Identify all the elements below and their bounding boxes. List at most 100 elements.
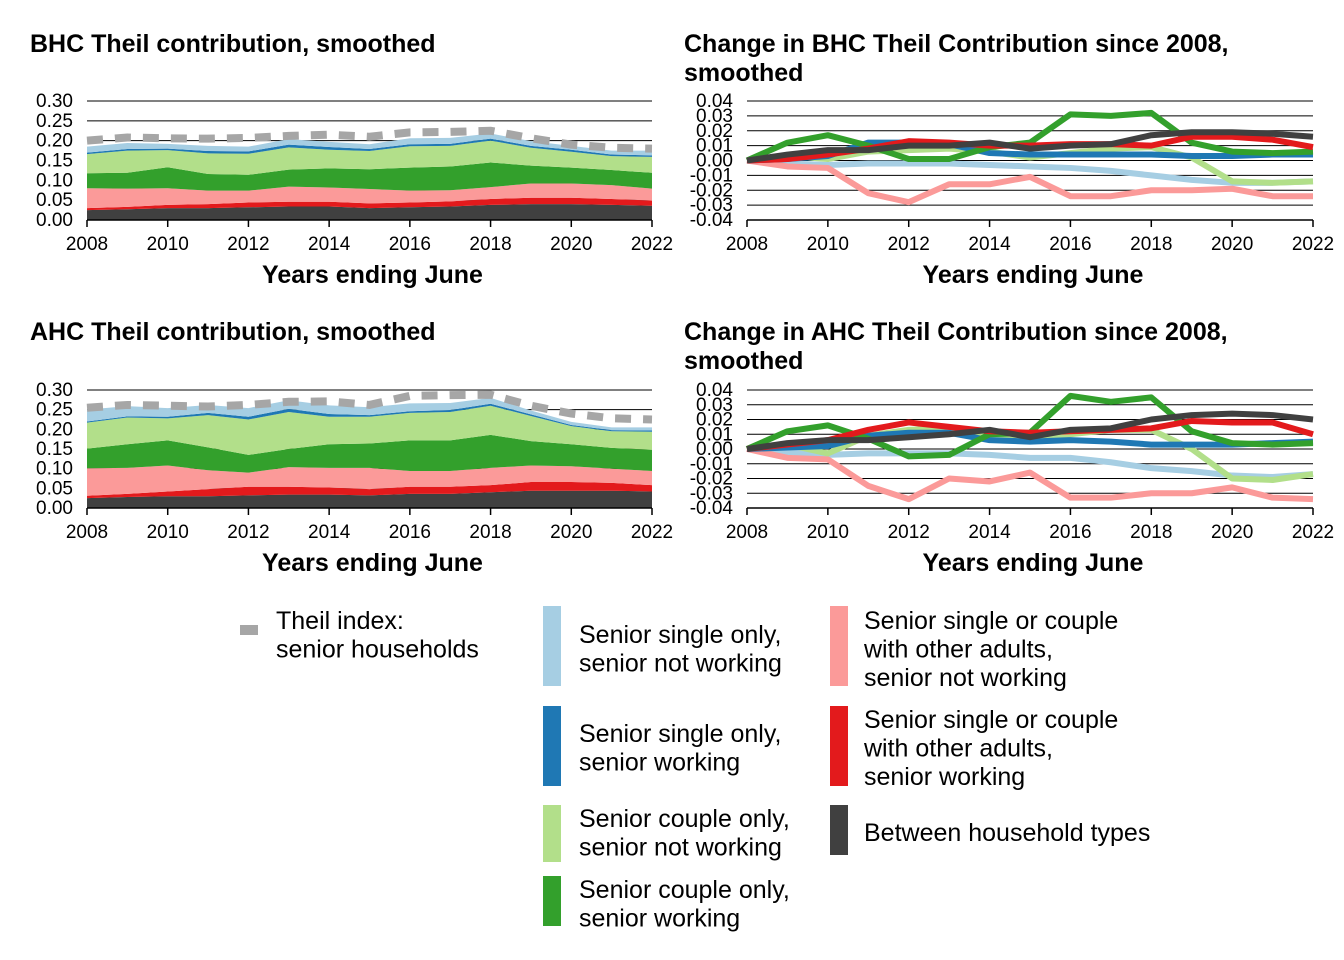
chart-title: BHC Theil contribution, smoothed bbox=[30, 30, 436, 58]
area-other-working bbox=[87, 482, 652, 499]
y-tick-label: -0.03 bbox=[690, 483, 733, 504]
legend-item-between: Between household types bbox=[830, 805, 1150, 855]
area-between bbox=[87, 490, 652, 508]
y-tick-label: 0.03 bbox=[696, 106, 733, 127]
area-couple-working bbox=[87, 162, 652, 191]
line-between bbox=[746, 129, 1314, 164]
x-tick-label: 2008 bbox=[66, 234, 108, 255]
y-tick-label: 0.05 bbox=[36, 190, 73, 211]
x-axis-label: Years ending June bbox=[262, 261, 483, 289]
y-tick-label: -0.03 bbox=[690, 195, 733, 216]
y-tick-label: 0.15 bbox=[36, 151, 73, 172]
y-tick-label: 0.20 bbox=[36, 131, 73, 152]
y-tick-label: 0.00 bbox=[696, 439, 733, 460]
legend-swatch bbox=[830, 606, 848, 686]
y-tick-label: 0.10 bbox=[36, 459, 73, 480]
x-tick-label: 2020 bbox=[550, 234, 592, 255]
legend-label: Between household types bbox=[864, 819, 1150, 847]
x-tick-label: 2022 bbox=[1292, 234, 1334, 255]
x-tick-label: 2014 bbox=[968, 234, 1011, 255]
area-couple-not-working bbox=[87, 140, 652, 175]
chart-title: Change in AHC Theil Contribution since 2… bbox=[684, 318, 1228, 346]
y-tick-label: 0.00 bbox=[36, 210, 73, 231]
x-axis-label: Years ending June bbox=[923, 261, 1144, 289]
y-tick-label: 0.00 bbox=[36, 498, 73, 519]
y-tick-label: 0.30 bbox=[36, 380, 73, 401]
y-tick-label: 0.04 bbox=[696, 380, 733, 401]
legend-swatch bbox=[830, 805, 848, 855]
chart-panel-3: AHC Theil contribution, smoothed 0.000.05… bbox=[30, 318, 673, 577]
area-single-not-working bbox=[87, 397, 652, 431]
x-tick-label: 2018 bbox=[469, 234, 511, 255]
y-tick-label: 0.02 bbox=[696, 121, 733, 142]
line-other-not-working bbox=[746, 157, 1313, 206]
legend-swatch bbox=[830, 706, 848, 786]
x-tick-label: 2016 bbox=[389, 234, 431, 255]
chart-title: AHC Theil contribution, smoothed bbox=[30, 318, 436, 346]
x-tick-label: 2010 bbox=[807, 234, 849, 255]
legend-label: with other adults, bbox=[863, 636, 1053, 664]
line-other-not-working bbox=[746, 446, 1314, 503]
x-tick-label: 2014 bbox=[968, 522, 1011, 543]
legend-swatch bbox=[240, 625, 258, 635]
chart-panel-1: BHC Theil contribution, smoothed 0.000.05… bbox=[30, 30, 673, 289]
x-tick-label: 2008 bbox=[726, 522, 768, 543]
x-tick-label: 2014 bbox=[308, 522, 351, 543]
line-between bbox=[746, 410, 1314, 452]
legend-item-theil: Theil index:senior households bbox=[240, 607, 479, 664]
legend-swatch bbox=[543, 805, 561, 862]
chart-title: smoothed bbox=[684, 59, 803, 87]
x-tick-label: 2018 bbox=[469, 522, 511, 543]
legend-label: with other adults, bbox=[863, 735, 1053, 763]
x-tick-label: 2012 bbox=[227, 234, 269, 255]
x-axis-label: Years ending June bbox=[262, 549, 483, 577]
x-tick-label: 2012 bbox=[888, 234, 930, 255]
area-couple-not-working bbox=[87, 405, 652, 455]
x-tick-label: 2008 bbox=[726, 234, 768, 255]
y-tick-label: -0.01 bbox=[690, 165, 733, 186]
y-tick-label: -0.04 bbox=[690, 498, 734, 519]
area-single-working bbox=[87, 138, 652, 157]
x-tick-label: 2018 bbox=[1130, 234, 1172, 255]
y-tick-label: 0.03 bbox=[696, 395, 733, 416]
x-tick-label: 2022 bbox=[631, 234, 673, 255]
area-single-working bbox=[87, 403, 652, 432]
y-tick-label: 0.01 bbox=[696, 424, 733, 445]
y-tick-label: 0.04 bbox=[696, 91, 733, 112]
x-tick-label: 2016 bbox=[1049, 234, 1091, 255]
x-tick-label: 2012 bbox=[888, 522, 930, 543]
x-tick-label: 2010 bbox=[147, 522, 189, 543]
y-tick-label: -0.02 bbox=[690, 180, 733, 201]
x-tick-label: 2020 bbox=[1211, 234, 1253, 255]
area-single-not-working bbox=[87, 133, 652, 156]
x-tick-label: 2016 bbox=[389, 522, 431, 543]
legend-label: senior households bbox=[276, 636, 479, 664]
legend-label: senior not working bbox=[579, 650, 782, 678]
line-single-not-working bbox=[746, 446, 1314, 481]
y-tick-label: 0.30 bbox=[36, 91, 73, 112]
y-tick-label: 0.15 bbox=[36, 439, 73, 460]
x-tick-label: 2016 bbox=[1049, 522, 1091, 543]
y-tick-label: 0.05 bbox=[36, 478, 73, 499]
legend-swatch bbox=[543, 606, 561, 686]
theil-index-line bbox=[86, 390, 653, 424]
legend-swatch bbox=[543, 876, 561, 926]
x-tick-label: 2018 bbox=[1130, 522, 1172, 543]
x-axis-label: Years ending June bbox=[923, 549, 1144, 577]
y-tick-label: -0.01 bbox=[690, 454, 733, 475]
y-tick-label: 0.01 bbox=[696, 136, 733, 157]
y-tick-label: 0.20 bbox=[36, 419, 73, 440]
legend-item-couple-not-working: Senior couple only,senior not working bbox=[543, 805, 790, 862]
line-other-working bbox=[746, 417, 1314, 452]
line-single-not-working bbox=[746, 157, 1314, 186]
legend-item-single-not-working: Senior single only,senior not working bbox=[543, 606, 782, 686]
legend-label: senior working bbox=[864, 763, 1025, 791]
x-tick-label: 2022 bbox=[1292, 522, 1334, 543]
y-tick-label: 0.00 bbox=[696, 151, 733, 172]
x-tick-label: 2008 bbox=[66, 522, 108, 543]
chart-panel-4: Change in AHC Theil Contribution since 2… bbox=[684, 318, 1334, 577]
legend-label: Senior single only, bbox=[579, 621, 781, 649]
area-other-not-working bbox=[87, 465, 652, 496]
